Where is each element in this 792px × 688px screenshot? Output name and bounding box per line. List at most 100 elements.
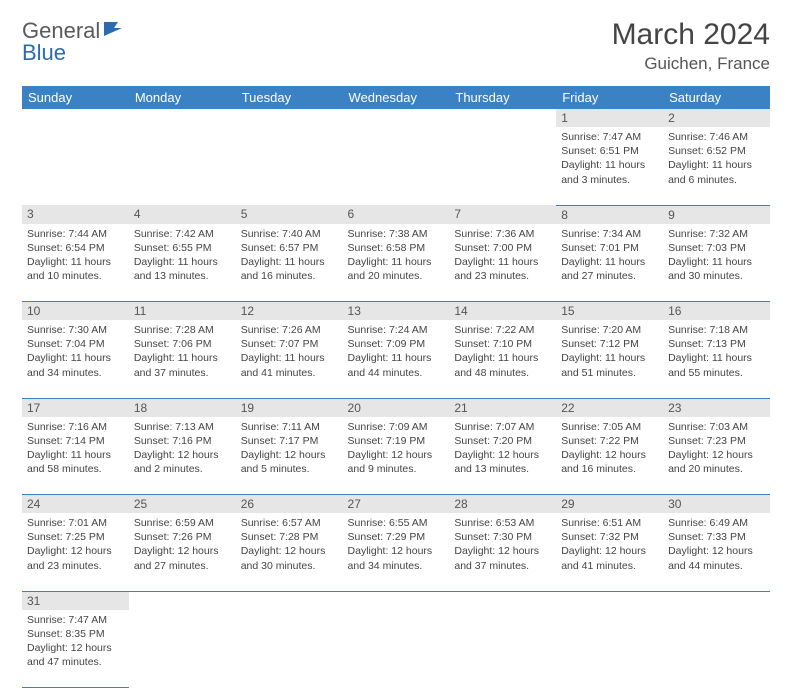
day-cell [556, 610, 663, 688]
calendar-body: 12Sunrise: 7:47 AMSunset: 6:51 PMDayligh… [22, 109, 770, 688]
sunset-text: Sunset: 7:32 PM [561, 530, 658, 544]
daylight-text: Daylight: 12 hours [454, 448, 551, 462]
day-cell: Sunrise: 7:01 AMSunset: 7:25 PMDaylight:… [22, 513, 129, 591]
day-number: 12 [236, 302, 343, 321]
day-number-row: 24252627282930 [22, 495, 770, 514]
sunset-text: Sunset: 7:30 PM [454, 530, 551, 544]
daylight-text: Daylight: 12 hours [561, 544, 658, 558]
sunset-text: Sunset: 7:25 PM [27, 530, 124, 544]
day-number-row: 12 [22, 109, 770, 127]
daylight-text: and 5 minutes. [241, 462, 338, 476]
sunrise-text: Sunrise: 7:13 AM [134, 420, 231, 434]
weekday-header: Sunday [22, 86, 129, 109]
daylight-text: Daylight: 11 hours [134, 351, 231, 365]
day-cell: Sunrise: 7:32 AMSunset: 7:03 PMDaylight:… [663, 224, 770, 302]
daylight-text: Daylight: 11 hours [348, 351, 445, 365]
day-number [556, 591, 663, 610]
daylight-text: Daylight: 12 hours [348, 544, 445, 558]
sunset-text: Sunset: 7:07 PM [241, 337, 338, 351]
sunset-text: Sunset: 7:29 PM [348, 530, 445, 544]
sunset-text: Sunset: 7:17 PM [241, 434, 338, 448]
day-number [449, 109, 556, 127]
day-number: 21 [449, 398, 556, 417]
day-cell: Sunrise: 7:16 AMSunset: 7:14 PMDaylight:… [22, 417, 129, 495]
daylight-text: and 6 minutes. [668, 173, 765, 187]
day-number: 27 [343, 495, 450, 514]
day-content-row: Sunrise: 7:01 AMSunset: 7:25 PMDaylight:… [22, 513, 770, 591]
sunrise-text: Sunrise: 6:49 AM [668, 516, 765, 530]
sunset-text: Sunset: 7:19 PM [348, 434, 445, 448]
day-content-row: Sunrise: 7:30 AMSunset: 7:04 PMDaylight:… [22, 320, 770, 398]
sunrise-text: Sunrise: 7:09 AM [348, 420, 445, 434]
daylight-text: Daylight: 11 hours [27, 448, 124, 462]
daylight-text: Daylight: 12 hours [27, 544, 124, 558]
day-cell [343, 127, 450, 205]
daylight-text: Daylight: 11 hours [454, 351, 551, 365]
sunrise-text: Sunrise: 7:26 AM [241, 323, 338, 337]
sunrise-text: Sunrise: 7:47 AM [561, 130, 658, 144]
day-cell: Sunrise: 7:44 AMSunset: 6:54 PMDaylight:… [22, 224, 129, 302]
calendar-header-row: Sunday Monday Tuesday Wednesday Thursday… [22, 86, 770, 109]
day-cell: Sunrise: 7:47 AMSunset: 6:51 PMDaylight:… [556, 127, 663, 205]
daylight-text: and 30 minutes. [668, 269, 765, 283]
day-number: 30 [663, 495, 770, 514]
sunrise-text: Sunrise: 7:36 AM [454, 227, 551, 241]
day-number [343, 109, 450, 127]
day-number-row: 3456789 [22, 205, 770, 224]
day-number: 23 [663, 398, 770, 417]
daylight-text: and 13 minutes. [134, 269, 231, 283]
day-cell: Sunrise: 7:20 AMSunset: 7:12 PMDaylight:… [556, 320, 663, 398]
day-cell: Sunrise: 7:11 AMSunset: 7:17 PMDaylight:… [236, 417, 343, 495]
sunrise-text: Sunrise: 7:34 AM [561, 227, 658, 241]
day-cell: Sunrise: 7:42 AMSunset: 6:55 PMDaylight:… [129, 224, 236, 302]
sunset-text: Sunset: 6:57 PM [241, 241, 338, 255]
daylight-text: Daylight: 11 hours [454, 255, 551, 269]
day-cell: Sunrise: 7:38 AMSunset: 6:58 PMDaylight:… [343, 224, 450, 302]
daylight-text: Daylight: 11 hours [561, 158, 658, 172]
weekday-header: Monday [129, 86, 236, 109]
daylight-text: and 41 minutes. [561, 559, 658, 573]
day-cell: Sunrise: 6:59 AMSunset: 7:26 PMDaylight:… [129, 513, 236, 591]
daylight-text: Daylight: 12 hours [134, 448, 231, 462]
daylight-text: and 58 minutes. [27, 462, 124, 476]
day-number: 13 [343, 302, 450, 321]
sunset-text: Sunset: 8:35 PM [27, 627, 124, 641]
day-cell [22, 127, 129, 205]
day-cell: Sunrise: 7:13 AMSunset: 7:16 PMDaylight:… [129, 417, 236, 495]
sunrise-text: Sunrise: 7:11 AM [241, 420, 338, 434]
sunrise-text: Sunrise: 6:53 AM [454, 516, 551, 530]
day-cell: Sunrise: 7:28 AMSunset: 7:06 PMDaylight:… [129, 320, 236, 398]
day-cell: Sunrise: 7:26 AMSunset: 7:07 PMDaylight:… [236, 320, 343, 398]
day-cell [449, 610, 556, 688]
day-cell [236, 610, 343, 688]
logo-flag-icon [104, 18, 126, 44]
logo-text-blue: Blue [22, 40, 66, 66]
daylight-text: Daylight: 12 hours [668, 448, 765, 462]
daylight-text: and 34 minutes. [348, 559, 445, 573]
day-content-row: Sunrise: 7:44 AMSunset: 6:54 PMDaylight:… [22, 224, 770, 302]
day-number: 7 [449, 205, 556, 224]
daylight-text: Daylight: 12 hours [668, 544, 765, 558]
sunrise-text: Sunrise: 7:24 AM [348, 323, 445, 337]
sunrise-text: Sunrise: 7:01 AM [27, 516, 124, 530]
daylight-text: and 47 minutes. [27, 655, 124, 669]
day-number: 22 [556, 398, 663, 417]
daylight-text: Daylight: 11 hours [668, 255, 765, 269]
sunset-text: Sunset: 7:28 PM [241, 530, 338, 544]
daylight-text: and 16 minutes. [241, 269, 338, 283]
day-number [129, 109, 236, 127]
daylight-text: Daylight: 12 hours [241, 544, 338, 558]
day-cell [129, 127, 236, 205]
day-number: 5 [236, 205, 343, 224]
day-number: 20 [343, 398, 450, 417]
title-block: March 2024 Guichen, France [612, 18, 770, 74]
day-content-row: Sunrise: 7:47 AMSunset: 8:35 PMDaylight:… [22, 610, 770, 688]
day-cell: Sunrise: 7:40 AMSunset: 6:57 PMDaylight:… [236, 224, 343, 302]
day-cell: Sunrise: 7:34 AMSunset: 7:01 PMDaylight:… [556, 224, 663, 302]
day-cell [236, 127, 343, 205]
day-cell: Sunrise: 7:09 AMSunset: 7:19 PMDaylight:… [343, 417, 450, 495]
sunrise-text: Sunrise: 7:03 AM [668, 420, 765, 434]
daylight-text: Daylight: 11 hours [134, 255, 231, 269]
sunset-text: Sunset: 6:51 PM [561, 144, 658, 158]
day-cell: Sunrise: 7:07 AMSunset: 7:20 PMDaylight:… [449, 417, 556, 495]
